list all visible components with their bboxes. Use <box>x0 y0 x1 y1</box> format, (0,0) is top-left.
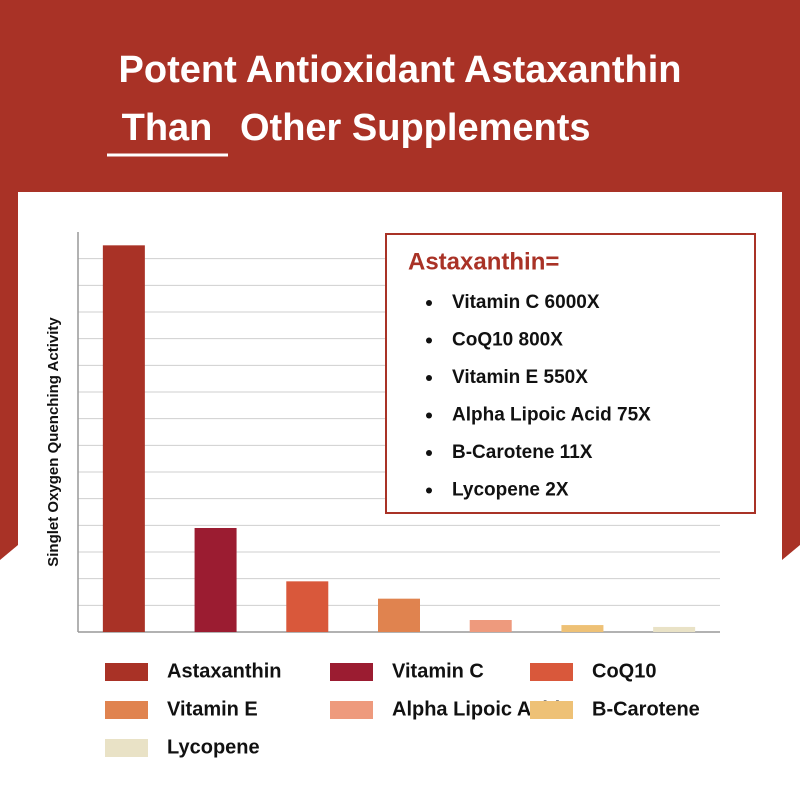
bar <box>561 625 604 632</box>
bar <box>102 245 145 633</box>
legend-swatch <box>105 663 148 681</box>
bar <box>194 528 237 632</box>
bar <box>378 598 420 632</box>
annotation-heading: Astaxanthin= <box>408 248 559 275</box>
legend-label: Astaxanthin <box>167 660 281 682</box>
annotation-item: Vitamin C 6000X <box>452 292 600 313</box>
annotation-item: Alpha Lipoic Acid 75X <box>452 405 651 426</box>
header-band <box>0 0 800 560</box>
legend-swatch <box>530 701 573 719</box>
legend-swatch <box>105 739 148 757</box>
title-line1: Potent Antioxidant Astaxanthin <box>119 49 682 91</box>
annotation-item: Lycopene 2X <box>452 480 569 501</box>
bullet <box>426 487 432 494</box>
title-line2: Other Supplements <box>240 107 591 149</box>
annotation-item: B-Carotene 11X <box>452 442 593 463</box>
bullet <box>426 375 432 381</box>
bar <box>469 620 512 632</box>
bullet <box>426 337 432 344</box>
bar <box>286 581 329 632</box>
legend-label: CoQ10 <box>592 660 656 682</box>
legend: Astaxanthin Vitamin C CoQ10 Vitamin E Alpha … <box>105 660 700 758</box>
annotation-box <box>385 233 756 514</box>
bar <box>653 626 696 632</box>
legend-label: B-Carotene <box>592 698 700 720</box>
y-axis-label: Singlet Oxygen Quenching Activity <box>45 317 62 567</box>
annotation-item: CoQ10 800X <box>452 330 563 351</box>
title-emphasis: Than <box>122 107 213 149</box>
legend-swatch <box>330 701 373 719</box>
annotation-item: Vitamin E 550X <box>452 367 588 388</box>
legend-label: Vitamin C <box>392 660 484 682</box>
legend-swatch <box>530 663 573 681</box>
legend-label: Alpha Lipoic Acid <box>392 698 560 720</box>
legend-swatch <box>330 663 373 681</box>
bullet <box>426 450 432 456</box>
annotation-list: Vitamin C 6000X CoQ10 800X Vitamin E 550X A… <box>426 292 651 501</box>
bullet <box>426 300 432 306</box>
legend-label: Vitamin E <box>167 698 258 720</box>
bullet <box>426 412 432 419</box>
legend-label: Lycopene <box>167 736 260 758</box>
legend-swatch <box>105 701 148 719</box>
